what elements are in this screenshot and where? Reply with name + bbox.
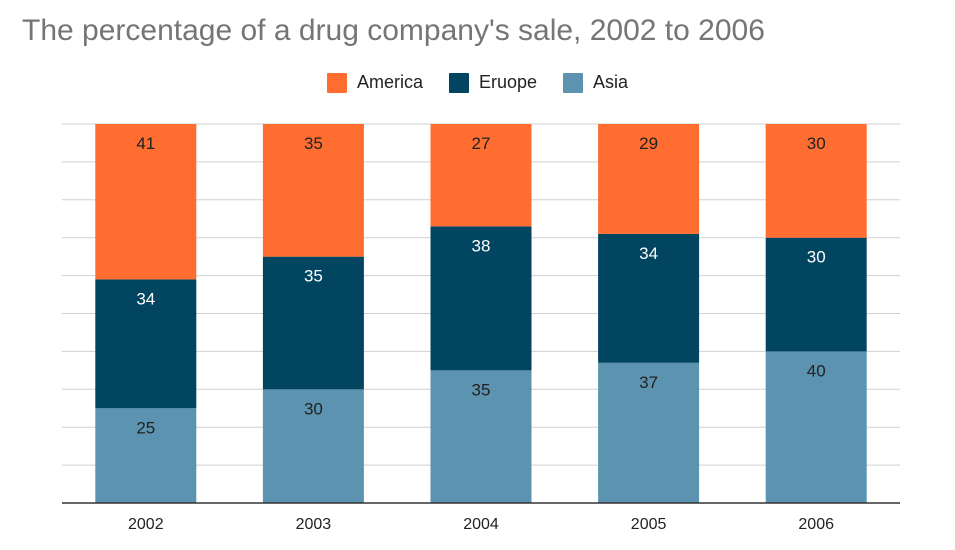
data-label-asia-2004: 35 [472,380,491,399]
data-label-asia-2003: 30 [304,399,323,418]
chart-title: The percentage of a drug company's sale,… [22,14,765,47]
bar-america-2004 [430,124,532,227]
x-tick-label: 2002 [128,516,164,533]
bar-asia-2004 [430,370,532,503]
x-tick-label: 2004 [463,516,499,533]
x-tick-label: 2003 [296,516,332,533]
legend: America Eruope Asia [0,72,955,93]
data-label-america-2002: 41 [136,134,155,153]
legend-swatch-america [326,72,347,93]
data-label-america-2003: 35 [304,134,323,153]
legend-label-europe: Eruope [478,72,538,92]
x-tick-label: 2005 [631,516,667,533]
legend-item-asia: Asia [563,72,628,93]
bar-eruope-2005 [598,233,700,363]
bar-asia-2006 [765,351,867,503]
bar-eruope-2004 [430,226,532,371]
bar-america-2006 [765,124,867,238]
bar-america-2003 [262,124,364,257]
bar-asia-2002 [95,408,197,503]
legend-item-america: America [326,72,423,93]
bar-asia-2003 [262,389,364,503]
bar-eruope-2006 [765,237,867,352]
bar-america-2005 [598,124,700,234]
data-label-asia-2005: 37 [639,373,658,392]
legend-item-europe: Eruope [448,72,538,93]
data-label-eruope-2004: 38 [472,236,491,255]
data-label-america-2006: 30 [807,134,826,153]
data-label-eruope-2005: 34 [639,244,658,263]
bar-eruope-2002 [95,279,197,409]
data-label-america-2005: 29 [639,134,658,153]
data-label-eruope-2002: 34 [136,289,155,308]
legend-label-america: America [356,72,423,92]
data-label-eruope-2003: 35 [304,267,323,286]
data-label-eruope-2006: 30 [807,248,826,267]
legend-label-asia: Asia [593,72,629,92]
legend-swatch-europe [448,72,469,93]
x-tick-label: 2006 [798,516,834,533]
bar-america-2002 [95,124,197,280]
legend-swatch-asia [563,72,584,93]
data-label-asia-2002: 25 [136,418,155,437]
data-label-america-2004: 27 [472,134,491,153]
data-label-asia-2006: 40 [807,361,826,380]
bar-asia-2005 [598,362,700,503]
bar-eruope-2003 [262,256,364,390]
